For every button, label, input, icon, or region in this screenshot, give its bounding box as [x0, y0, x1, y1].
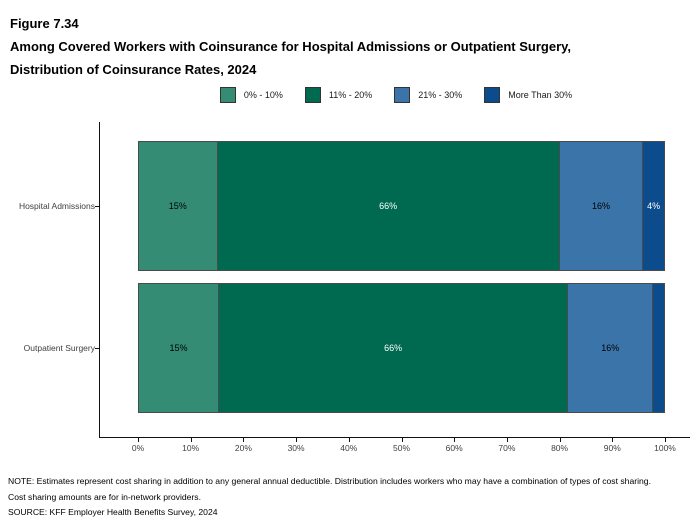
x-tick: [612, 438, 614, 442]
legend-swatch: [484, 87, 501, 103]
legend: 0% - 10% 11% - 20% 21% - 30% More Than 30%: [47, 87, 698, 103]
segment-value-label: 16%: [601, 343, 620, 353]
figure-title-line1: Among Covered Workers with Coinsurance f…: [10, 39, 572, 54]
x-tick: [401, 438, 403, 442]
x-tick-label: 10%: [182, 443, 200, 453]
x-tick-label: 60%: [445, 443, 463, 453]
legend-label: More Than 30%: [508, 90, 573, 100]
bar-segment: 66%: [216, 141, 560, 271]
x-tick-label: 0%: [131, 443, 145, 453]
category-label: Outpatient Surgery: [23, 343, 95, 353]
category-label: Hospital Admissions: [18, 201, 95, 211]
segment-value-label: 15%: [168, 201, 187, 211]
segment-value-label: 16%: [591, 201, 610, 211]
x-tick: [190, 438, 192, 442]
x-axis-line: [99, 437, 690, 438]
x-tick-label: 30%: [287, 443, 305, 453]
legend-swatch: [394, 87, 411, 103]
x-tick: [138, 438, 139, 442]
segment-value-label: 66%: [384, 343, 403, 353]
bar-segment: 16%: [558, 141, 644, 271]
segment-value-label: 4%: [647, 201, 661, 211]
x-tick-label: 100%: [654, 443, 676, 453]
stacked-bar: 15% 66% 16%: [138, 283, 665, 413]
y-axis-line: [99, 122, 100, 438]
x-tick: [559, 438, 561, 442]
bar-segment: 15%: [138, 141, 218, 271]
legend-swatch: [304, 87, 321, 103]
bar-segment: [652, 283, 665, 413]
x-tick-label: 40%: [340, 443, 358, 453]
legend-item: 0% - 10%: [219, 87, 283, 103]
legend-item: More Than 30%: [484, 87, 572, 103]
x-tick: [296, 438, 298, 442]
legend-label: 21% - 30%: [418, 90, 463, 100]
legend-swatch: [219, 87, 236, 103]
x-tick: [665, 438, 666, 442]
category-tick: [95, 348, 99, 349]
x-tick-label: 80%: [551, 443, 569, 453]
x-tick-label: 50%: [392, 443, 410, 453]
x-tick-label: 70%: [498, 443, 516, 453]
x-tick: [348, 438, 350, 442]
x-tick: [243, 438, 245, 442]
note-text: NOTE: Estimates represent cost sharing i…: [8, 476, 651, 502]
figure-label: Figure 7.34: [10, 16, 79, 31]
bar-segment: 66%: [218, 283, 569, 413]
category-tick: [95, 206, 99, 207]
legend-item: 21% - 30%: [394, 87, 462, 103]
x-tick: [506, 438, 508, 442]
x-tick-label: 20%: [234, 443, 252, 453]
figure-title-line2: Distribution of Coinsurance Rates, 2024: [10, 62, 257, 77]
bar-segment: 15%: [138, 283, 220, 413]
source-text: SOURCE: KFF Employer Health Benefits Sur…: [8, 507, 218, 517]
segment-value-label: 66%: [379, 201, 398, 211]
figure-header: Figure 7.34 Among Covered Workers with C…: [10, 12, 571, 81]
bar-segment: 16%: [567, 283, 654, 413]
stacked-bar: 15% 66% 16% 4%: [138, 141, 665, 271]
bar-segment: 4%: [642, 141, 665, 271]
legend-item: 11% - 20%: [304, 87, 373, 103]
figure-notes: NOTE: Estimates represent cost sharing i…: [8, 474, 668, 521]
legend-label: 0% - 10%: [243, 90, 283, 100]
segment-value-label: 15%: [169, 343, 188, 353]
x-tick-label: 90%: [603, 443, 621, 453]
x-tick: [454, 438, 456, 442]
legend-label: 11% - 20%: [328, 90, 373, 100]
